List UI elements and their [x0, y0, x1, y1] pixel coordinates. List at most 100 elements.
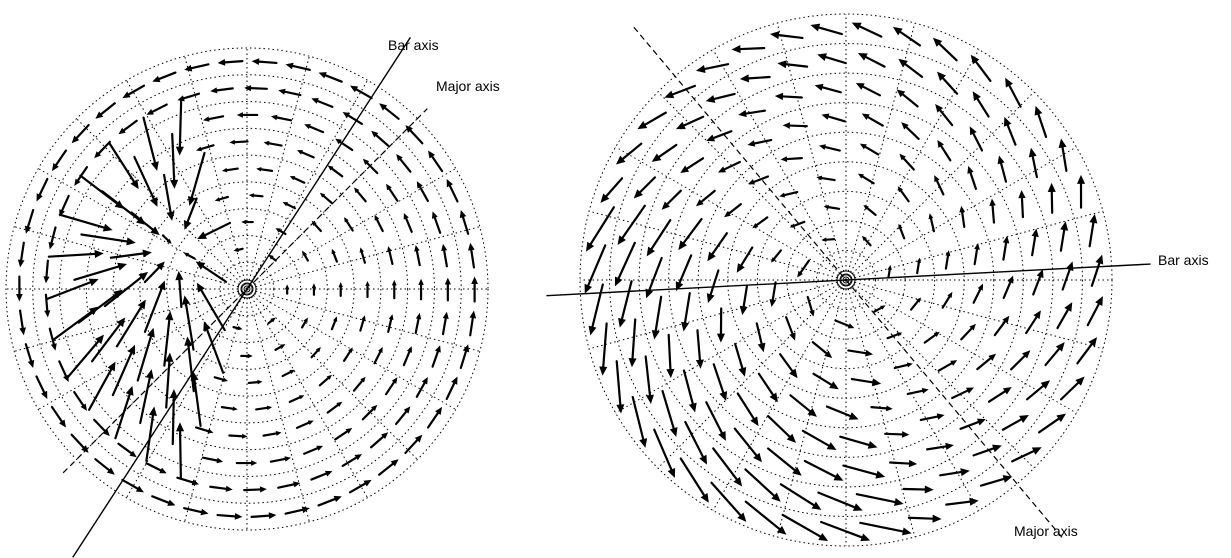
arrow-shaft	[225, 167, 239, 172]
velocity-arrow	[327, 165, 344, 178]
velocity-arrow	[936, 71, 959, 95]
arrow-shaft	[1059, 228, 1066, 252]
arrow-head	[403, 212, 409, 220]
arrow-head	[416, 181, 423, 189]
arrow-head	[403, 406, 411, 414]
arrow-head	[664, 90, 675, 99]
arrow-head	[861, 235, 867, 242]
velocity-arrow	[712, 363, 728, 401]
velocity-arrow	[143, 280, 166, 333]
arrow-head	[855, 82, 865, 90]
velocity-arrow	[893, 362, 913, 370]
velocity-arrow	[1028, 147, 1038, 179]
arrow-shaft	[850, 377, 874, 384]
arrow-head	[1095, 296, 1103, 306]
arrow-head	[833, 473, 844, 481]
arrow-head	[700, 492, 709, 503]
arrow-head	[646, 246, 655, 257]
arrow-shaft	[902, 487, 926, 491]
velocity-arrow	[1044, 342, 1065, 367]
arrow-head	[896, 89, 906, 98]
arrow-head	[706, 293, 715, 303]
velocity-arrow	[284, 506, 310, 515]
arrow-shaft	[461, 216, 470, 235]
velocity-arrow	[311, 220, 323, 233]
right-bar-axis-label: Bar axis	[1158, 252, 1209, 268]
arrow-head	[667, 467, 676, 478]
velocity-arrow	[887, 264, 892, 279]
arrow-shaft	[799, 259, 810, 274]
arrow-head	[1095, 254, 1104, 265]
arrow-head	[177, 95, 185, 102]
grid-spoke	[712, 279, 847, 511]
left-major-axis-label: Major axis	[436, 78, 500, 94]
arrow-shaft	[1059, 381, 1080, 401]
arrow-shaft	[75, 123, 90, 139]
arrow-shaft	[378, 462, 394, 476]
arrow-shaft	[945, 500, 971, 506]
velocity-arrow	[910, 297, 921, 311]
arrow-shaft	[46, 281, 92, 300]
arrow-head	[988, 353, 997, 361]
arrow-head	[937, 139, 944, 148]
arrow-head	[63, 374, 69, 383]
velocity-arrow	[941, 291, 953, 309]
arrow-shaft	[182, 92, 201, 100]
velocity-arrow	[600, 177, 624, 203]
velocity-arrow	[1059, 376, 1085, 401]
arrow-head	[331, 248, 336, 255]
arrow-shaft	[757, 372, 775, 396]
arrow-head	[859, 143, 867, 150]
arrow-shaft	[939, 109, 954, 127]
arrow-head	[203, 321, 211, 332]
velocity-arrow	[341, 454, 362, 468]
arrow-shaft	[951, 389, 969, 400]
arrow-head	[814, 83, 824, 91]
arrow-head	[285, 62, 294, 70]
arrow-shaft	[194, 426, 210, 433]
velocity-arrow	[932, 37, 958, 62]
arrow-shaft	[278, 229, 287, 236]
velocity-arrow	[310, 347, 321, 359]
velocity-arrow	[945, 497, 979, 506]
arrow-shaft	[313, 223, 323, 233]
velocity-arrow	[161, 234, 172, 244]
velocity-arrow	[706, 269, 720, 303]
arrow-head	[303, 317, 308, 323]
arrow-shaft	[739, 46, 766, 51]
arrow-head	[1031, 447, 1042, 455]
arrow-head	[977, 283, 984, 291]
arrow-head	[969, 126, 977, 136]
arrow-head	[58, 419, 66, 428]
grid-ring	[112, 154, 382, 424]
velocity-arrow	[378, 459, 399, 476]
arrow-head	[976, 418, 986, 426]
velocity-arrow	[213, 376, 228, 382]
velocity-arrow	[806, 295, 815, 317]
velocity-arrow	[1010, 350, 1031, 371]
arrow-shaft	[734, 342, 744, 370]
arrow-head	[887, 264, 892, 271]
arrow-head	[350, 85, 359, 93]
velocity-arrow	[884, 431, 910, 438]
velocity-arrow	[262, 430, 282, 437]
arrow-head	[298, 395, 305, 400]
velocity-arrow	[236, 112, 259, 118]
arrow-head	[776, 525, 787, 535]
arrow-head	[945, 250, 951, 257]
arrow-head	[661, 201, 670, 210]
arrow-shaft	[858, 25, 883, 38]
arrow-head	[967, 165, 974, 174]
grid-spoke	[712, 49, 847, 281]
arrow-shaft	[678, 254, 693, 284]
arrow-shaft	[999, 162, 1008, 183]
arrow-shaft	[233, 140, 249, 144]
grid-spoke	[657, 279, 847, 469]
velocity-arrow	[803, 459, 844, 481]
arrow-shaft	[109, 252, 145, 259]
velocity-arrow	[331, 248, 338, 263]
arrow-shaft	[887, 268, 891, 279]
arrow-shaft	[317, 497, 336, 507]
velocity-arrow	[414, 245, 421, 267]
